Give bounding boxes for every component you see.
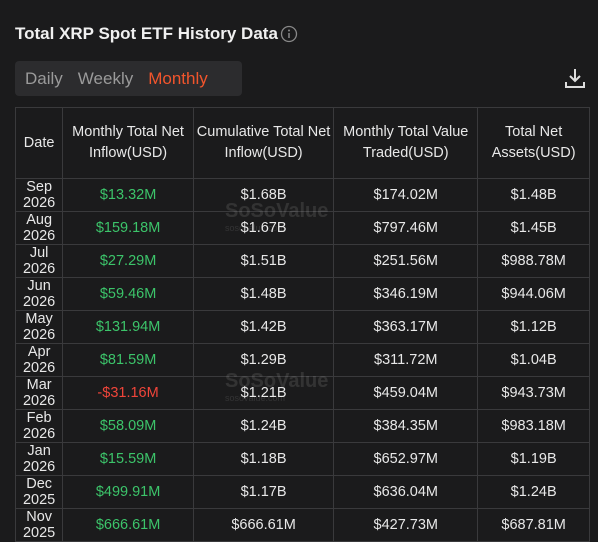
table-row: Dec 2025 $499.91M $1.17B $636.04M $1.24B [14, 475, 590, 509]
table-cell: $1.42B [192, 310, 335, 344]
watermark: SoSoValue sosovalue.com [225, 370, 329, 403]
table-cell: Aug 2026 [14, 211, 64, 245]
table-row: Feb 2026 $58.09M $1.24B $384.35M $983.18M [14, 409, 590, 443]
table-cell: $1.68B [192, 178, 335, 212]
table-cell: $1.24B [192, 409, 335, 443]
title: Total XRP Spot ETF History Data [15, 24, 278, 43]
table-cell: $983.18M [477, 409, 590, 443]
table-cell: $652.97M [333, 442, 479, 476]
table-cell: Jan 2026 [14, 442, 64, 476]
table-cell: $1.29B [192, 343, 335, 377]
table-cell: Feb 2026 [14, 409, 64, 443]
table-cell: Jun 2026 [14, 277, 64, 311]
table-cell: $499.91M [62, 475, 194, 509]
column-header: Total Net Assets(USD) [477, 107, 590, 179]
table-row: Nov 2025 $666.61M $666.61M $427.73M $687.81M [14, 508, 590, 542]
table-row: Jan 2026 $15.59M $1.18B $652.97M $1.19B [14, 442, 590, 476]
history-table: Date Monthly Total Net Inflow(USD) Cumulat… [14, 107, 590, 542]
table-row: Mar 2026 -$31.16M $1.21B $459.04M $943.73M [14, 376, 590, 410]
table-cell: $636.04M [333, 475, 479, 509]
table-cell: $81.59M [62, 343, 194, 377]
table-cell: $943.73M [477, 376, 590, 410]
table-cell: Sep 2026 [14, 178, 64, 212]
table-cell: $1.19B [477, 442, 590, 476]
tab[interactable]: Monthly [148, 68, 208, 88]
table-cell: $1.24B [477, 475, 590, 509]
table-cell: $988.78M [477, 244, 590, 278]
table-cell: $363.17M [333, 310, 479, 344]
table-cell: $687.81M [477, 508, 590, 542]
table-row: May 2026 $131.94M $1.42B $363.17M $1.12B [14, 310, 590, 344]
tab[interactable]: Daily [25, 68, 63, 88]
table-cell: $58.09M [62, 409, 194, 443]
table-cell: $1.67B [192, 211, 335, 245]
table-cell: $944.06M [477, 277, 590, 311]
table-cell: $13.32M [62, 178, 194, 212]
table-cell: $666.61M [192, 508, 335, 542]
table-cell: $346.19M [333, 277, 479, 311]
table-cell: $1.51B [192, 244, 335, 278]
table-cell: $1.48B [477, 178, 590, 212]
table-cell: $174.02M [333, 178, 479, 212]
table-row: Jul 2026 $27.29M $1.51B $251.56M $988.78M [14, 244, 590, 278]
column-header: Monthly Total Net Inflow(USD) [62, 107, 194, 179]
table-row: Jun 2026 $59.46M $1.48B $346.19M $944.06M [14, 277, 590, 311]
table-cell: May 2026 [14, 310, 64, 344]
table-cell: $59.46M [62, 277, 194, 311]
table-cell: $15.59M [62, 442, 194, 476]
table-cell: Mar 2026 [14, 376, 64, 410]
table-cell: Jul 2026 [14, 244, 64, 278]
table-cell: Nov 2025 [14, 508, 64, 542]
table-cell: $251.56M [333, 244, 479, 278]
column-header: Date [14, 107, 64, 179]
table-cell: $1.12B [477, 310, 590, 344]
table-cell: $427.73M [333, 508, 479, 542]
info-icon[interactable] [280, 25, 298, 43]
table-cell: $1.48B [192, 277, 335, 311]
table-cell: $159.18M [62, 211, 194, 245]
download-icon[interactable] [563, 66, 587, 90]
table-cell: $1.17B [192, 475, 335, 509]
table-cell: $311.72M [333, 343, 479, 377]
table-cell: $27.29M [62, 244, 194, 278]
table-cell: Dec 2025 [14, 475, 64, 509]
table-cell: $666.61M [62, 508, 194, 542]
column-header: Cumulative Total Net Inflow(USD) [192, 107, 335, 179]
tab-bar: Daily Weekly Monthly [15, 61, 242, 96]
table-cell: $797.46M [333, 211, 479, 245]
table-cell: $1.18B [192, 442, 335, 476]
watermark: SoSoValue sosovalue.com [225, 200, 329, 233]
table-row: Apr 2026 $81.59M $1.29B $311.72M $1.04B [14, 343, 590, 377]
table-cell: -$31.16M [62, 376, 194, 410]
table-cell: Apr 2026 [14, 343, 64, 377]
table-cell: $1.45B [477, 211, 590, 245]
table-cell: $131.94M [62, 310, 194, 344]
table-row: Aug 2026 $159.18M $1.67B $797.46M $1.45B [14, 211, 590, 245]
table-cell: $384.35M [333, 409, 479, 443]
tab[interactable]: Weekly [77, 68, 134, 88]
column-header: Monthly Total Value Traded(USD) [333, 107, 479, 179]
table-cell: $1.04B [477, 343, 590, 377]
table-cell: $459.04M [333, 376, 479, 410]
